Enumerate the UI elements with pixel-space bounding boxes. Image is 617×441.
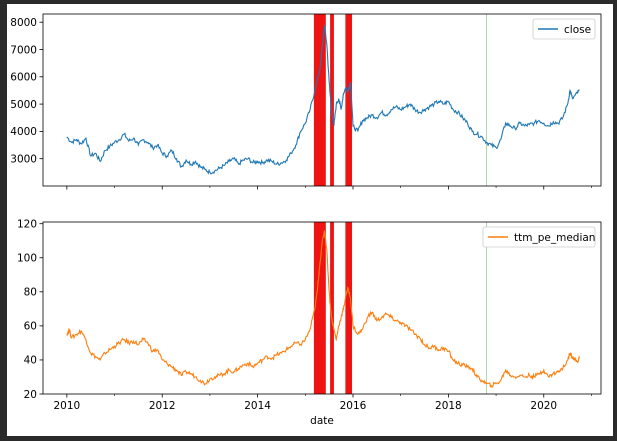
x-tick-label: 2018 — [435, 400, 462, 412]
y-tick-label: 8000 — [10, 17, 37, 29]
highlight-span — [330, 222, 334, 394]
y-tick-label: 7000 — [10, 44, 37, 56]
y-tick-label: 20 — [24, 389, 37, 401]
close-y-ticks: 3000 4000 5000 6000 7000 8000 — [10, 17, 43, 165]
highlight-span — [345, 222, 353, 394]
figure: 3000 4000 5000 6000 7000 8000 close 20 40 60 80 1… — [7, 4, 613, 436]
highlight-span — [330, 14, 334, 186]
highlight-span — [313, 222, 326, 394]
chart-figure: 3000 4000 5000 6000 7000 8000 close 20 40 60 80 1… — [10, 13, 602, 427]
y-tick-label: 120 — [17, 219, 37, 231]
y-tick-label: 3000 — [10, 153, 37, 165]
close-legend-box — [532, 18, 596, 40]
y-tick-label: 5000 — [10, 99, 37, 111]
y-tick-label: 60 — [24, 321, 37, 333]
x-tick-label: 2014 — [244, 400, 271, 412]
highlight-span — [313, 14, 326, 186]
pe-y-ticks: 20 40 60 80 100 120 — [17, 219, 43, 401]
series-line-close — [66, 24, 580, 175]
pe-plot-area — [66, 222, 581, 394]
close-plot-area — [66, 14, 580, 186]
series-line-ttm_pe_median — [66, 230, 581, 389]
close-axes-frame — [42, 13, 602, 187]
y-tick-label: 6000 — [10, 72, 37, 84]
x-tick-label: 2010 — [53, 400, 80, 412]
highlight-span — [345, 14, 353, 186]
y-tick-label: 80 — [24, 287, 37, 299]
y-tick-label: 40 — [24, 355, 37, 367]
pe-axes-frame — [42, 221, 602, 395]
y-tick-label: 100 — [17, 253, 37, 265]
pe-legend-label: ttm_pe_median — [514, 232, 595, 244]
x-tick-label: 2016 — [340, 400, 367, 412]
pe-legend: ttm_pe_median — [482, 226, 596, 248]
pe-x-ticks: 2010 2012 2014 2016 2018 2020 — [53, 394, 592, 412]
close-axes: 3000 4000 5000 6000 7000 8000 close — [10, 13, 602, 190]
close-legend-label: close — [564, 24, 591, 36]
close-x-ticks — [66, 186, 592, 190]
pe-legend-box — [482, 226, 596, 248]
x-tick-label: 2020 — [530, 400, 557, 412]
x-tick-label: 2012 — [149, 400, 176, 412]
y-tick-label: 4000 — [10, 126, 37, 138]
x-axis-label: date — [310, 415, 334, 427]
close-legend: close — [532, 18, 596, 40]
